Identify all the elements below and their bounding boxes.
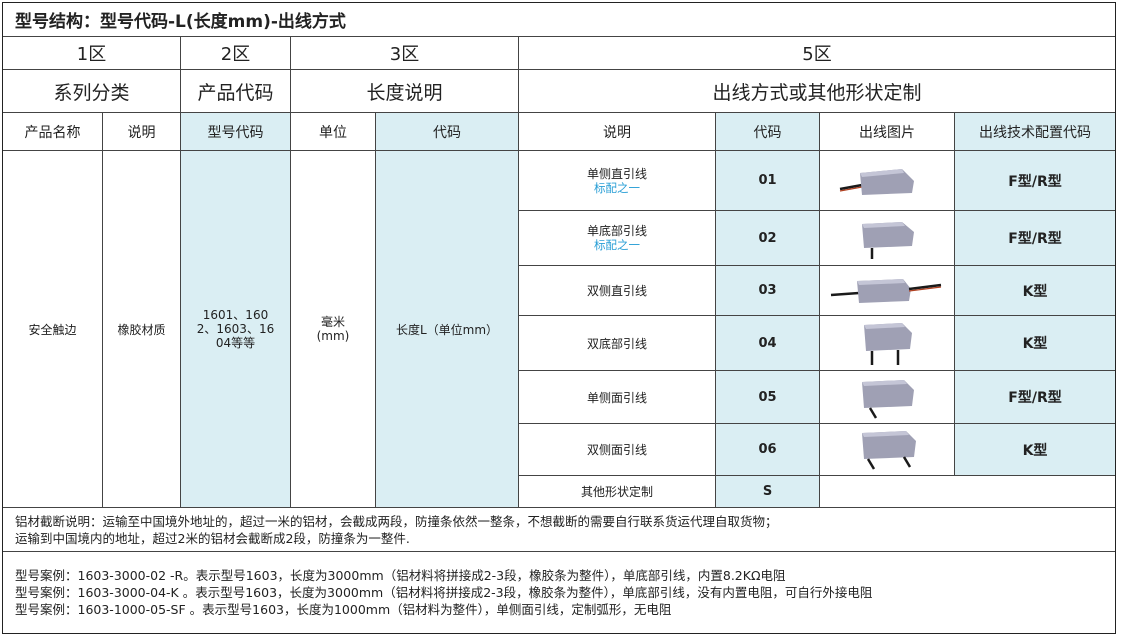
- wiring-desc-06: 双侧面引线: [519, 424, 716, 476]
- standard-note: 标配之一: [593, 180, 640, 195]
- wiring-desc-text: 单侧直引线: [586, 166, 647, 181]
- header-code: 代码: [376, 113, 519, 151]
- tech-code-06: K型: [955, 424, 1115, 476]
- wiring-image-02: [820, 211, 955, 266]
- wiring-image-05: [820, 371, 955, 424]
- double-side-straight-lead-image: [830, 278, 942, 303]
- custom-shape-empty: [820, 476, 1115, 508]
- wiring-code-04: 04: [716, 316, 820, 371]
- wiring-code-01: 01: [716, 151, 820, 211]
- wiring-code-02: 02: [716, 211, 820, 266]
- header-wiring-image: 出线图片: [820, 113, 955, 151]
- cut-note-line: 铝材截断说明：运输至中国境外地址的，超过一米的铝材，会截成两段，防撞条依然一整条…: [15, 514, 778, 529]
- custom-shape-desc: 其他形状定制: [519, 476, 716, 508]
- aluminum-cut-notes: 铝材截断说明：运输至中国境外地址的，超过一米的铝材，会截成两段，防撞条依然一整条…: [3, 508, 1115, 552]
- category-length: 长度说明: [291, 70, 519, 113]
- header-unit: 单位: [291, 113, 376, 151]
- double-face-lead-image: [862, 430, 916, 470]
- header-tech-config-code: 出线技术配置代码: [955, 113, 1115, 151]
- wiring-image-04: [820, 316, 955, 371]
- category-series: 系列分类: [3, 70, 181, 113]
- header-description: 说明: [103, 113, 181, 151]
- zone-1: 1区: [3, 37, 181, 70]
- wiring-desc-text: 单底部引线: [586, 224, 647, 238]
- single-side-straight-lead-image: [839, 168, 914, 195]
- wiring-code-06: 06: [716, 424, 820, 476]
- zone-5: 5区: [519, 37, 1115, 70]
- wiring-desc-02: 单底部引线 标配之一: [519, 211, 716, 266]
- single-face-lead-image: [862, 380, 914, 419]
- header-wiring-code: 代码: [716, 113, 820, 151]
- product-material: 橡胶材质: [103, 151, 181, 508]
- wiring-image-01: [820, 151, 955, 211]
- wiring-desc-03: 双侧直引线: [519, 266, 716, 316]
- length-unit: 毫米(mm): [316, 315, 350, 343]
- model-codes: 1601、1602、1603、1604等等: [196, 308, 275, 350]
- wiring-image-06: [820, 424, 955, 476]
- tech-code-04: K型: [955, 316, 1115, 371]
- standard-note: 标配之一: [593, 238, 640, 252]
- tech-code-03: K型: [955, 266, 1115, 316]
- length-description: 长度L（单位mm）: [376, 151, 519, 508]
- example-line: 型号案例：1603-3000-02 -R。表示型号1603，长度为3000mm（…: [15, 568, 786, 583]
- wiring-code-05: 05: [716, 371, 820, 424]
- cut-note-line: 运输到中国境内的地址，超过2米的铝材会截断成2段，防撞条为一整件.: [15, 531, 410, 546]
- model-codes-cell: 1601、1602、1603、1604等等: [181, 151, 291, 508]
- custom-shape-code: S: [716, 476, 820, 508]
- wiring-desc-01: 单侧直引线 标配之一: [519, 151, 716, 211]
- wiring-desc-04: 双底部引线: [519, 316, 716, 371]
- header-wiring-description: 说明: [519, 113, 716, 151]
- header-model-code: 型号代码: [181, 113, 291, 151]
- tech-code-05: F型/R型: [955, 371, 1115, 424]
- tech-code-02: F型/R型: [955, 211, 1115, 266]
- category-wiring: 出线方式或其他形状定制: [519, 70, 1115, 113]
- category-product-code: 产品代码: [181, 70, 291, 113]
- product-name: 安全触边: [3, 151, 103, 508]
- wiring-code-03: 03: [716, 266, 820, 316]
- model-examples: 型号案例：1603-3000-02 -R。表示型号1603，长度为3000mm（…: [3, 552, 1115, 633]
- single-bottom-lead-image: [862, 222, 914, 259]
- example-line: 型号案例：1603-1000-05-SF 。表示型号1603，长度为1000mm…: [15, 602, 672, 617]
- example-line: 型号案例：1603-3000-04-K 。表示型号1603，长度为3000mm（…: [15, 585, 873, 600]
- tech-code-01: F型/R型: [955, 151, 1115, 211]
- unit-cell: 毫米(mm): [291, 151, 376, 508]
- zone-3: 3区: [291, 37, 519, 70]
- wiring-desc-05: 单侧面引线: [519, 371, 716, 424]
- header-product-name: 产品名称: [3, 113, 103, 151]
- table-title: 型号结构：型号代码-L(长度mm)-出线方式: [3, 3, 1115, 37]
- zone-2: 2区: [181, 37, 291, 70]
- wiring-image-03: [820, 266, 955, 316]
- double-bottom-lead-image: [864, 323, 912, 365]
